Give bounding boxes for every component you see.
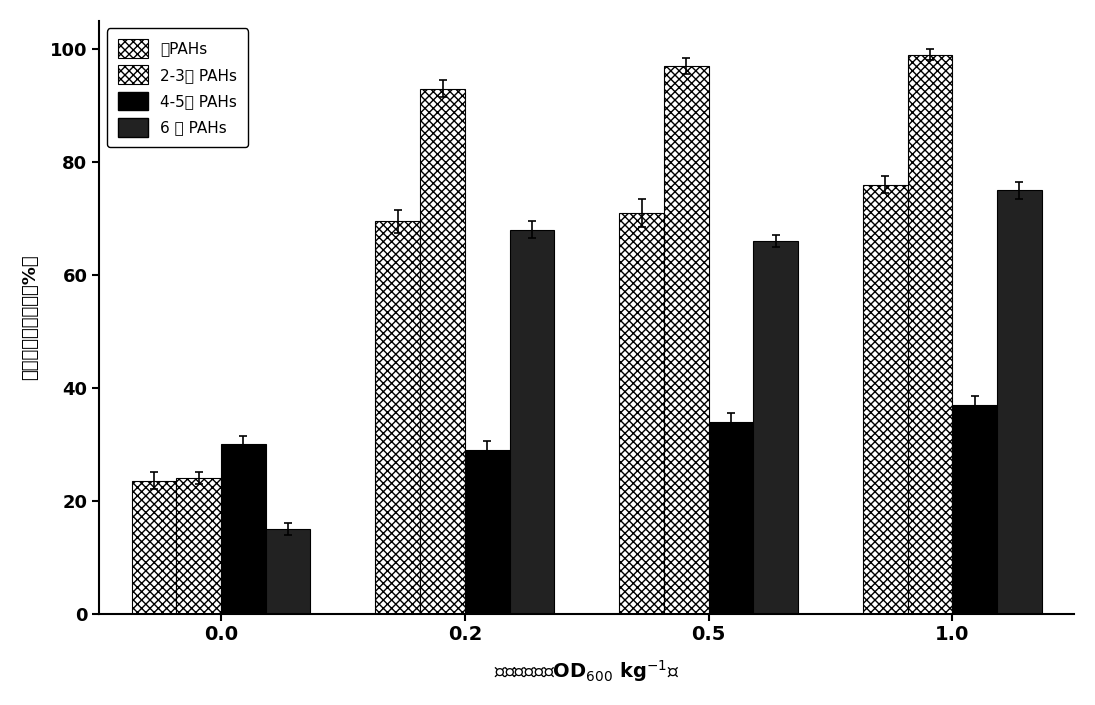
- Bar: [221, 444, 266, 613]
- Bar: [753, 241, 798, 613]
- Bar: [619, 213, 664, 613]
- Bar: [266, 529, 311, 613]
- Bar: [953, 405, 996, 613]
- Bar: [465, 450, 509, 613]
- Bar: [996, 190, 1041, 613]
- Bar: [131, 481, 176, 613]
- Bar: [176, 478, 221, 613]
- Bar: [708, 422, 753, 613]
- Y-axis label: 多环芳烃降解效率（%）: 多环芳烃降解效率（%）: [21, 255, 38, 380]
- Bar: [664, 66, 708, 613]
- Bar: [908, 55, 953, 613]
- Legend: 总PAHs, 2-3环 PAHs, 4-5环 PAHs, 6 环 PAHs: 总PAHs, 2-3环 PAHs, 4-5环 PAHs, 6 环 PAHs: [107, 28, 249, 147]
- Bar: [863, 185, 908, 613]
- Bar: [376, 221, 420, 613]
- X-axis label: 加入群落量（OD$_{600}$ kg$^{-1}$）: 加入群落量（OD$_{600}$ kg$^{-1}$）: [494, 658, 679, 684]
- Bar: [420, 89, 465, 613]
- Bar: [509, 230, 554, 613]
